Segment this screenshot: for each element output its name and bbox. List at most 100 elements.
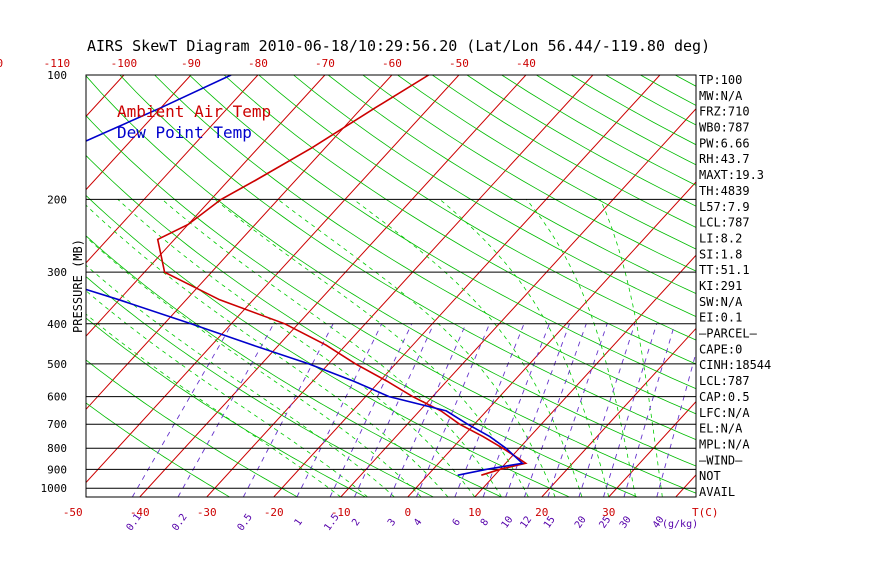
top-temp-tick-label: -90 (181, 57, 201, 70)
mixing-ratio-line (354, 324, 433, 497)
index-item: CINH:18544 (699, 358, 771, 372)
index-item: MW:N/A (699, 89, 743, 103)
index-item: TH:4839 (699, 184, 750, 198)
legend-dew-point: Dew Point Temp (117, 123, 252, 142)
top-temp-tick-label: -120 (0, 57, 3, 70)
dry-adiabat-line (363, 75, 870, 497)
bottom-temp-tick-label: -30 (197, 506, 217, 519)
index-item: –WIND– (699, 453, 743, 467)
dry-adiabat-line (814, 75, 870, 497)
mixing-ratio-line (178, 324, 274, 497)
dry-adiabat-line (779, 75, 870, 497)
mixing-ratio-label: 3 (386, 517, 398, 528)
index-item: KI:291 (699, 279, 742, 293)
index-item: EI:0.1 (699, 311, 742, 325)
index-item: SI:1.8 (699, 247, 742, 261)
bottom-temp-tick-label: -20 (264, 506, 284, 519)
mixing-ratio-label: 8 (479, 517, 491, 528)
moist-adiabat-line (600, 199, 662, 497)
moist-adiabat-line (278, 199, 555, 497)
y-axis-label: PRESSURE (MB) (71, 239, 85, 333)
index-item: SW:N/A (699, 295, 743, 309)
pressure-tick-label: 900 (47, 463, 67, 476)
pressure-tick-label: 100 (47, 69, 67, 82)
mixing-ratio-label: 6 (451, 517, 463, 528)
isotherm-line (274, 75, 660, 497)
mixing-ratio-line (624, 324, 675, 497)
pressure-tick-label: 300 (47, 266, 67, 279)
top-temp-tick-label: -40 (516, 57, 536, 70)
top-temp-tick-label: -50 (449, 57, 469, 70)
pressure-tick-label: 400 (47, 318, 67, 331)
isotherm-line (810, 75, 870, 497)
pressure-tick-label: 700 (47, 418, 67, 431)
index-item: NOT (699, 469, 721, 483)
pressure-tick-label: 1000 (41, 482, 68, 495)
index-item: RH:43.7 (699, 152, 750, 166)
dry-adiabat-line (849, 75, 870, 497)
mixing-ratio-label: 4 (412, 517, 424, 528)
pressure-tick-label: 500 (47, 358, 67, 371)
isotherm-line (207, 75, 593, 497)
index-item: WB0:787 (699, 121, 750, 135)
index-item: –PARCEL– (699, 327, 758, 341)
index-item: TT:51.1 (699, 263, 750, 277)
top-temp-tick-label: -60 (382, 57, 402, 70)
index-item: MPL:N/A (699, 437, 750, 451)
moist-adiabat-line (526, 199, 635, 497)
mixing-ratio-line (579, 324, 635, 497)
mixing-ratio-label: 10 (500, 514, 516, 530)
mixing-ratio-label: 30 (618, 514, 634, 530)
top-temp-tick-label: -100 (111, 57, 138, 70)
isotherm-line (475, 75, 861, 497)
pressure-tick-label: 800 (47, 442, 67, 455)
top-temp-tick-label: -80 (248, 57, 268, 70)
index-item: LFC:N/A (699, 406, 750, 420)
dry-adiabat-line (641, 75, 870, 497)
mixing-ratio-label: 2 (350, 517, 362, 528)
top-temp-tick-label: -70 (315, 57, 335, 70)
legend-air-temp: Ambient Air Temp (117, 102, 271, 121)
index-item: LCL:787 (699, 374, 750, 388)
chart-title: AIRS SkewT Diagram 2010-06-18/10:29:56.2… (87, 37, 710, 55)
index-item: CAP:0.5 (699, 390, 750, 404)
index-item: PW:6.66 (699, 136, 750, 150)
index-item: LI:8.2 (699, 231, 742, 245)
pressure-tick-label: 600 (47, 391, 67, 404)
bottom-axis-unit: T(C) (692, 506, 719, 519)
dry-adiabat-line (224, 75, 870, 497)
isotherm-line (0, 75, 57, 497)
moist-adiabat-line (354, 199, 583, 497)
pressure-tick-label: 200 (47, 193, 67, 206)
index-item: AVAIL (699, 485, 735, 499)
mixing-ratio-label: 12 (518, 514, 534, 530)
isotherm-line (743, 75, 870, 497)
moist-adiabat-line (118, 199, 475, 497)
bottom-temp-tick-label: -50 (63, 506, 83, 519)
bottom-temp-tick-label: 10 (468, 506, 481, 519)
dry-adiabat-line (259, 75, 870, 497)
dry-adiabat-line (745, 75, 870, 497)
mixing-ratio-label: 0.2 (170, 512, 189, 533)
index-item: L57:7.9 (699, 200, 750, 214)
moist-adiabat-line (440, 199, 609, 497)
index-item: FRZ:710 (699, 105, 750, 119)
index-item: CAPE:0 (699, 342, 742, 356)
mixing-ratio-line (603, 324, 656, 497)
index-item: EL:N/A (699, 422, 743, 436)
isotherm-line (0, 75, 124, 497)
bottom-temp-tick-label: 0 (404, 506, 411, 519)
mixing-ratio-line (297, 324, 382, 497)
index-item: MAXT:19.3 (699, 168, 764, 182)
index-item: TP:100 (699, 73, 742, 87)
mixing-ratio-label: 0.5 (236, 512, 255, 533)
mixing-ratio-line (132, 324, 232, 497)
dry-adiabat-line (502, 75, 870, 497)
mixing-ratio-label: 1 (293, 517, 305, 528)
index-item: LCL:787 (699, 216, 750, 230)
top-temp-tick-label: -110 (44, 57, 71, 70)
mixing-ratio-unit: (g/kg) (662, 519, 698, 530)
